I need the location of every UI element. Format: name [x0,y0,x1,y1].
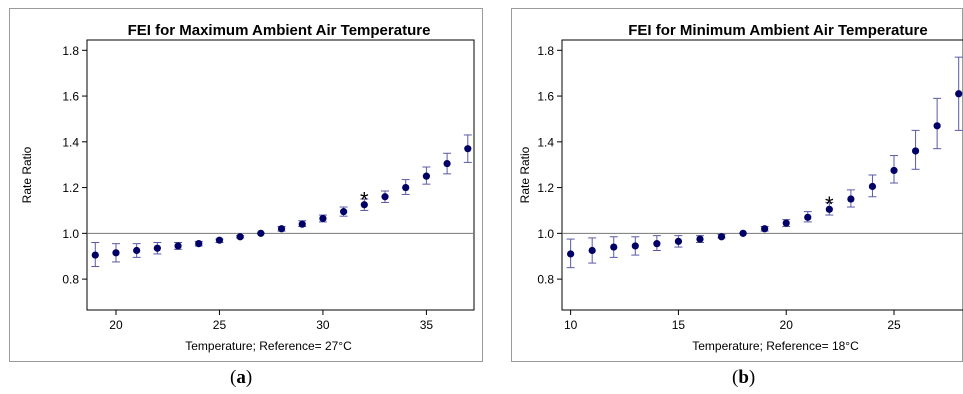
data-point [674,237,683,245]
y-axis-label: Rate Ratio [20,146,34,203]
y-tick-label: 1.8 [537,44,554,58]
chart-title: FEI for Maximum Ambient Air Temperature [128,22,431,39]
caption-a-letter: a [236,367,246,388]
data-point [112,249,120,257]
caption-b-letter: b [738,367,749,388]
chart-a-svg: FEI for Maximum Ambient Air Temperature 0… [9,8,483,362]
x-tick-label: 10 [564,318,578,332]
chart-b-svg: FEI for Minimum Ambient Air Temperature 0… [511,8,963,362]
data-point [236,233,244,241]
chart-frame [9,8,483,362]
data-point [133,246,141,255]
data-layer [566,56,963,269]
data-point [340,208,348,216]
significance-marker: * [360,187,369,212]
caption-b-open: ( [732,367,739,388]
data-point [955,90,963,98]
data-point [153,244,161,252]
data-point [804,213,812,221]
y-tick-label: 1.0 [537,227,554,241]
data-point [911,147,920,155]
caption-a-close: ) [245,367,253,388]
data-point [696,235,704,243]
chart-title: FEI for Minimum Ambient Air Temperature [628,22,927,39]
y-tick-label: 0.8 [537,273,554,287]
data-point [631,242,639,250]
x-tick-label: 25 [887,318,901,332]
data-point [277,225,286,233]
x-axis-label: Temperature; Reference= 18°C [692,339,859,353]
data-point [782,219,790,227]
x-tick-label: 15 [672,318,686,332]
data-point [825,205,833,213]
x-tick-label: 20 [780,318,794,332]
x-tick-label: 25 [213,318,227,332]
data-point [443,159,451,168]
data-point [464,145,472,153]
data-point [890,166,898,175]
x-tick-label: 30 [316,318,330,332]
y-tick-label: 1.4 [537,135,554,149]
chart-panel-a: FEI for Maximum Ambient Air Temperature 0… [9,8,483,362]
data-point [298,220,306,228]
chart-frame [511,8,963,362]
caption-b-close: ) [748,367,756,388]
x-axis-label: Temperature; Reference= 27°C [185,339,352,353]
chart-panel-b: FEI for Minimum Ambient Air Temperature 0… [511,8,963,362]
x-tick-label: 20 [109,318,123,332]
data-point [739,229,747,237]
caption-b: (b) [732,367,755,389]
data-point [195,240,203,248]
data-point [319,214,327,223]
data-point [215,236,224,244]
y-tick-label: 1.4 [62,135,79,149]
data-layer [91,134,472,268]
data-point [847,195,855,203]
data-point [761,225,769,233]
data-point [381,193,389,201]
data-point [257,229,265,237]
data-point [567,250,575,258]
data-point [717,233,726,241]
data-point [91,251,99,259]
y-tick-label: 1.2 [62,181,79,195]
plot-area-border [86,39,475,311]
y-axis-label: Rate Ratio [518,146,532,203]
data-point [610,243,618,251]
y-tick-label: 1.6 [62,90,79,104]
caption-a-open: ( [230,367,237,388]
y-tick-label: 0.8 [62,273,79,287]
data-point [653,240,661,248]
y-tick-label: 1.2 [537,181,554,195]
caption-a: (a) [230,367,252,389]
data-point [402,183,410,192]
y-tick-label: 1.6 [537,90,554,104]
x-tick-label: 35 [420,318,434,332]
plot-area-border [561,39,963,311]
significance-marker: * [825,192,834,217]
data-point [588,246,596,255]
y-tick-label: 1.0 [62,227,79,241]
data-point [868,182,877,191]
data-point [933,122,941,130]
data-point [174,242,182,250]
data-point [422,172,431,180]
data-point [360,201,368,209]
y-tick-label: 1.8 [62,44,79,58]
